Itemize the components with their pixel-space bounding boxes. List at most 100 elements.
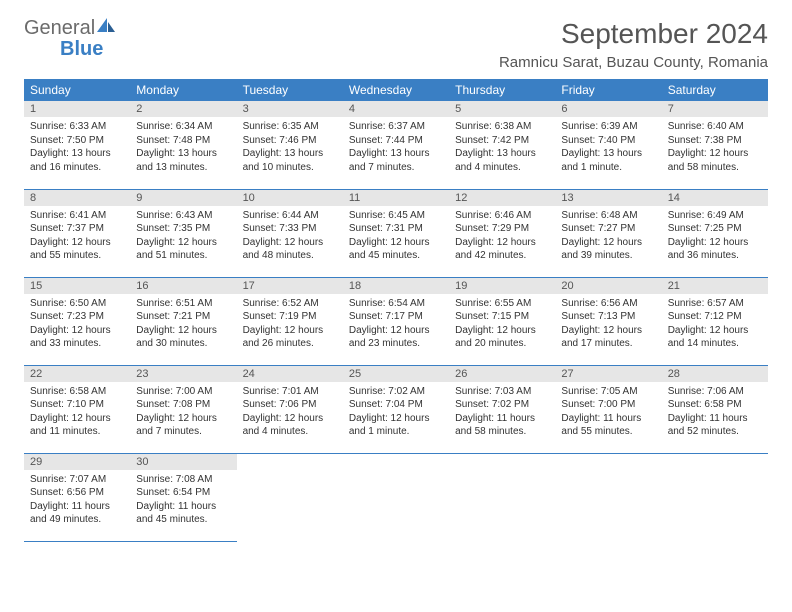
- weekday-header: Monday: [130, 79, 236, 101]
- day-details: Sunrise: 6:52 AMSunset: 7:19 PMDaylight:…: [237, 294, 343, 357]
- calendar-day-cell: 13Sunrise: 6:48 AMSunset: 7:27 PMDayligh…: [555, 189, 661, 277]
- calendar-day-cell: 7Sunrise: 6:40 AMSunset: 7:38 PMDaylight…: [662, 101, 768, 189]
- calendar-day-cell: 19Sunrise: 6:55 AMSunset: 7:15 PMDayligh…: [449, 277, 555, 365]
- day-number: 14: [662, 190, 768, 206]
- day-number: 13: [555, 190, 661, 206]
- calendar-day-cell: 21Sunrise: 6:57 AMSunset: 7:12 PMDayligh…: [662, 277, 768, 365]
- title-month: September 2024: [499, 18, 768, 50]
- day-number: 8: [24, 190, 130, 206]
- calendar-day-cell: 2Sunrise: 6:34 AMSunset: 7:48 PMDaylight…: [130, 101, 236, 189]
- day-details: Sunrise: 6:33 AMSunset: 7:50 PMDaylight:…: [24, 117, 130, 180]
- day-details: Sunrise: 6:37 AMSunset: 7:44 PMDaylight:…: [343, 117, 449, 180]
- day-details: Sunrise: 6:58 AMSunset: 7:10 PMDaylight:…: [24, 382, 130, 445]
- day-details: Sunrise: 7:01 AMSunset: 7:06 PMDaylight:…: [237, 382, 343, 445]
- calendar-week-row: 29Sunrise: 7:07 AMSunset: 6:56 PMDayligh…: [24, 453, 768, 541]
- calendar-week-row: 15Sunrise: 6:50 AMSunset: 7:23 PMDayligh…: [24, 277, 768, 365]
- calendar-day-cell: 25Sunrise: 7:02 AMSunset: 7:04 PMDayligh…: [343, 365, 449, 453]
- calendar-day-cell: [555, 453, 661, 541]
- calendar-day-cell: [237, 453, 343, 541]
- day-number: 16: [130, 278, 236, 294]
- calendar-week-row: 22Sunrise: 6:58 AMSunset: 7:10 PMDayligh…: [24, 365, 768, 453]
- day-details: Sunrise: 6:35 AMSunset: 7:46 PMDaylight:…: [237, 117, 343, 180]
- day-details: Sunrise: 6:56 AMSunset: 7:13 PMDaylight:…: [555, 294, 661, 357]
- day-details: Sunrise: 6:43 AMSunset: 7:35 PMDaylight:…: [130, 206, 236, 269]
- calendar-day-cell: 12Sunrise: 6:46 AMSunset: 7:29 PMDayligh…: [449, 189, 555, 277]
- calendar-day-cell: 16Sunrise: 6:51 AMSunset: 7:21 PMDayligh…: [130, 277, 236, 365]
- day-number: 24: [237, 366, 343, 382]
- calendar-day-cell: 9Sunrise: 6:43 AMSunset: 7:35 PMDaylight…: [130, 189, 236, 277]
- calendar-body: 1Sunrise: 6:33 AMSunset: 7:50 PMDaylight…: [24, 101, 768, 541]
- day-details: Sunrise: 6:54 AMSunset: 7:17 PMDaylight:…: [343, 294, 449, 357]
- title-location: Ramnicu Sarat, Buzau County, Romania: [499, 54, 768, 71]
- day-details: Sunrise: 6:50 AMSunset: 7:23 PMDaylight:…: [24, 294, 130, 357]
- day-number: 9: [130, 190, 236, 206]
- day-number: 18: [343, 278, 449, 294]
- calendar-day-cell: 24Sunrise: 7:01 AMSunset: 7:06 PMDayligh…: [237, 365, 343, 453]
- day-details: Sunrise: 6:44 AMSunset: 7:33 PMDaylight:…: [237, 206, 343, 269]
- logo: General Blue: [24, 18, 115, 60]
- logo-blue: Blue: [60, 38, 103, 60]
- weekday-header: Sunday: [24, 79, 130, 101]
- day-details: Sunrise: 6:57 AMSunset: 7:12 PMDaylight:…: [662, 294, 768, 357]
- day-details: Sunrise: 7:00 AMSunset: 7:08 PMDaylight:…: [130, 382, 236, 445]
- calendar-day-cell: 4Sunrise: 6:37 AMSunset: 7:44 PMDaylight…: [343, 101, 449, 189]
- day-number: 22: [24, 366, 130, 382]
- calendar-day-cell: 6Sunrise: 6:39 AMSunset: 7:40 PMDaylight…: [555, 101, 661, 189]
- day-details: Sunrise: 6:48 AMSunset: 7:27 PMDaylight:…: [555, 206, 661, 269]
- calendar-day-cell: 14Sunrise: 6:49 AMSunset: 7:25 PMDayligh…: [662, 189, 768, 277]
- day-number: 12: [449, 190, 555, 206]
- day-details: Sunrise: 6:51 AMSunset: 7:21 PMDaylight:…: [130, 294, 236, 357]
- day-number: 25: [343, 366, 449, 382]
- day-number: 7: [662, 101, 768, 117]
- day-number: 3: [237, 101, 343, 117]
- calendar-day-cell: 20Sunrise: 6:56 AMSunset: 7:13 PMDayligh…: [555, 277, 661, 365]
- logo-sail-icon: [97, 18, 115, 39]
- calendar-week-row: 1Sunrise: 6:33 AMSunset: 7:50 PMDaylight…: [24, 101, 768, 189]
- calendar-day-cell: 27Sunrise: 7:05 AMSunset: 7:00 PMDayligh…: [555, 365, 661, 453]
- calendar-day-cell: 11Sunrise: 6:45 AMSunset: 7:31 PMDayligh…: [343, 189, 449, 277]
- day-details: Sunrise: 6:34 AMSunset: 7:48 PMDaylight:…: [130, 117, 236, 180]
- day-details: Sunrise: 7:02 AMSunset: 7:04 PMDaylight:…: [343, 382, 449, 445]
- weekday-header: Saturday: [662, 79, 768, 101]
- calendar-day-cell: 15Sunrise: 6:50 AMSunset: 7:23 PMDayligh…: [24, 277, 130, 365]
- calendar-day-cell: [662, 453, 768, 541]
- calendar-day-cell: 5Sunrise: 6:38 AMSunset: 7:42 PMDaylight…: [449, 101, 555, 189]
- calendar-day-cell: 26Sunrise: 7:03 AMSunset: 7:02 PMDayligh…: [449, 365, 555, 453]
- day-details: Sunrise: 6:39 AMSunset: 7:40 PMDaylight:…: [555, 117, 661, 180]
- weekday-header: Wednesday: [343, 79, 449, 101]
- day-details: Sunrise: 6:41 AMSunset: 7:37 PMDaylight:…: [24, 206, 130, 269]
- day-details: Sunrise: 7:08 AMSunset: 6:54 PMDaylight:…: [130, 470, 236, 533]
- day-number: 4: [343, 101, 449, 117]
- day-details: Sunrise: 6:38 AMSunset: 7:42 PMDaylight:…: [449, 117, 555, 180]
- title-block: September 2024 Ramnicu Sarat, Buzau Coun…: [499, 18, 768, 71]
- day-details: Sunrise: 6:55 AMSunset: 7:15 PMDaylight:…: [449, 294, 555, 357]
- weekday-header-row: Sunday Monday Tuesday Wednesday Thursday…: [24, 79, 768, 101]
- calendar-day-cell: [343, 453, 449, 541]
- calendar-day-cell: 17Sunrise: 6:52 AMSunset: 7:19 PMDayligh…: [237, 277, 343, 365]
- calendar-day-cell: [449, 453, 555, 541]
- day-details: Sunrise: 6:45 AMSunset: 7:31 PMDaylight:…: [343, 206, 449, 269]
- calendar-day-cell: 8Sunrise: 6:41 AMSunset: 7:37 PMDaylight…: [24, 189, 130, 277]
- day-number: 17: [237, 278, 343, 294]
- calendar-day-cell: 10Sunrise: 6:44 AMSunset: 7:33 PMDayligh…: [237, 189, 343, 277]
- calendar-day-cell: 28Sunrise: 7:06 AMSunset: 6:58 PMDayligh…: [662, 365, 768, 453]
- calendar-day-cell: 30Sunrise: 7:08 AMSunset: 6:54 PMDayligh…: [130, 453, 236, 541]
- calendar-day-cell: 1Sunrise: 6:33 AMSunset: 7:50 PMDaylight…: [24, 101, 130, 189]
- day-number: 26: [449, 366, 555, 382]
- calendar-table: Sunday Monday Tuesday Wednesday Thursday…: [24, 79, 768, 542]
- weekday-header: Thursday: [449, 79, 555, 101]
- day-number: 6: [555, 101, 661, 117]
- day-number: 5: [449, 101, 555, 117]
- calendar-day-cell: 3Sunrise: 6:35 AMSunset: 7:46 PMDaylight…: [237, 101, 343, 189]
- day-number: 27: [555, 366, 661, 382]
- calendar-day-cell: 18Sunrise: 6:54 AMSunset: 7:17 PMDayligh…: [343, 277, 449, 365]
- day-details: Sunrise: 7:05 AMSunset: 7:00 PMDaylight:…: [555, 382, 661, 445]
- day-details: Sunrise: 6:49 AMSunset: 7:25 PMDaylight:…: [662, 206, 768, 269]
- day-details: Sunrise: 6:46 AMSunset: 7:29 PMDaylight:…: [449, 206, 555, 269]
- header: General Blue September 2024 Ramnicu Sara…: [24, 18, 768, 71]
- day-details: Sunrise: 7:03 AMSunset: 7:02 PMDaylight:…: [449, 382, 555, 445]
- calendar-day-cell: 29Sunrise: 7:07 AMSunset: 6:56 PMDayligh…: [24, 453, 130, 541]
- day-details: Sunrise: 7:07 AMSunset: 6:56 PMDaylight:…: [24, 470, 130, 533]
- calendar-day-cell: 22Sunrise: 6:58 AMSunset: 7:10 PMDayligh…: [24, 365, 130, 453]
- day-number: 2: [130, 101, 236, 117]
